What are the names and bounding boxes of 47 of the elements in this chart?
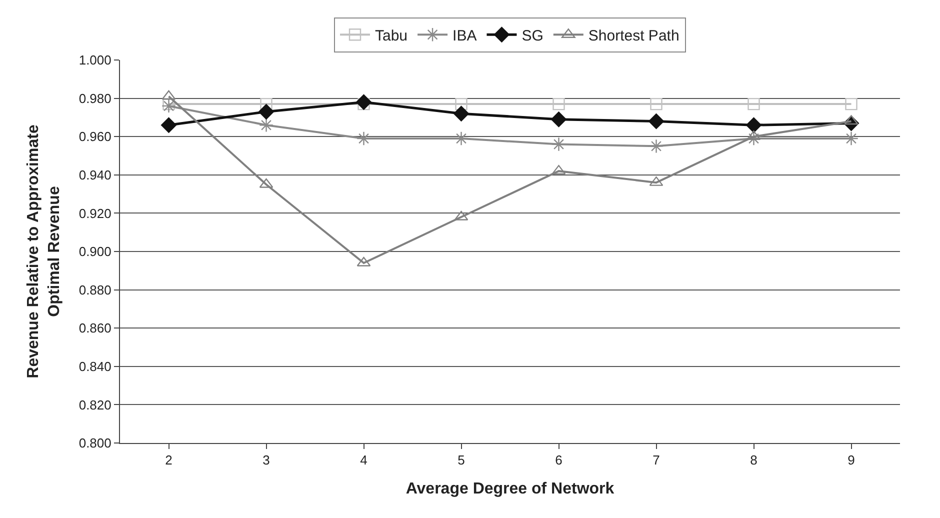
point xyxy=(746,117,762,133)
point xyxy=(648,114,664,130)
point xyxy=(356,131,371,146)
point xyxy=(356,94,372,110)
legend-label: Shortest Path xyxy=(588,27,680,44)
legend-label: SG xyxy=(522,27,544,44)
y-tick-label: 0.880 xyxy=(78,282,112,298)
y-tick-label: 0.900 xyxy=(78,244,112,260)
y-tick-label: 0.800 xyxy=(78,436,112,451)
x-axis-title: Average Degree of Network xyxy=(406,480,614,498)
point xyxy=(162,98,175,110)
point xyxy=(746,131,761,146)
point xyxy=(454,106,469,122)
point xyxy=(260,98,272,110)
x-tick-label: 2 xyxy=(165,452,172,468)
y-tick-label: 0.840 xyxy=(78,358,112,374)
legend-label: Tabu xyxy=(375,27,408,44)
y-tick-label: 0.820 xyxy=(78,397,112,412)
y-tick-label: 1.000 xyxy=(78,52,112,68)
y-tick-label: 0.960 xyxy=(78,129,112,144)
x-tick-label: 4 xyxy=(360,452,368,468)
point xyxy=(845,98,858,110)
point xyxy=(454,131,468,146)
x-tick-label: 3 xyxy=(262,452,270,468)
y-tick-label: 0.920 xyxy=(78,206,112,221)
point xyxy=(748,98,760,110)
x-tick-label: 5 xyxy=(458,452,465,468)
point xyxy=(161,117,176,133)
x-tick-label: 8 xyxy=(750,452,758,468)
y-tick-label: 0.940 xyxy=(78,167,112,182)
point xyxy=(162,98,176,114)
point xyxy=(650,98,662,110)
point xyxy=(258,104,274,120)
point xyxy=(552,137,566,152)
point xyxy=(551,112,566,128)
x-tick-label: 6 xyxy=(555,452,562,468)
point xyxy=(844,131,858,146)
point xyxy=(552,98,565,110)
point xyxy=(455,98,468,110)
legend-label: IBA xyxy=(452,27,477,44)
point xyxy=(649,138,664,154)
y-tick-label: 0.980 xyxy=(78,90,112,106)
x-tick-label: 7 xyxy=(652,452,660,468)
point xyxy=(259,118,274,132)
y-axis-title: Revenue Relative to Approximate Optimal Revenue xyxy=(24,124,63,378)
x-tick-label: 9 xyxy=(848,452,855,468)
y-tick-label: 0.860 xyxy=(78,320,112,336)
